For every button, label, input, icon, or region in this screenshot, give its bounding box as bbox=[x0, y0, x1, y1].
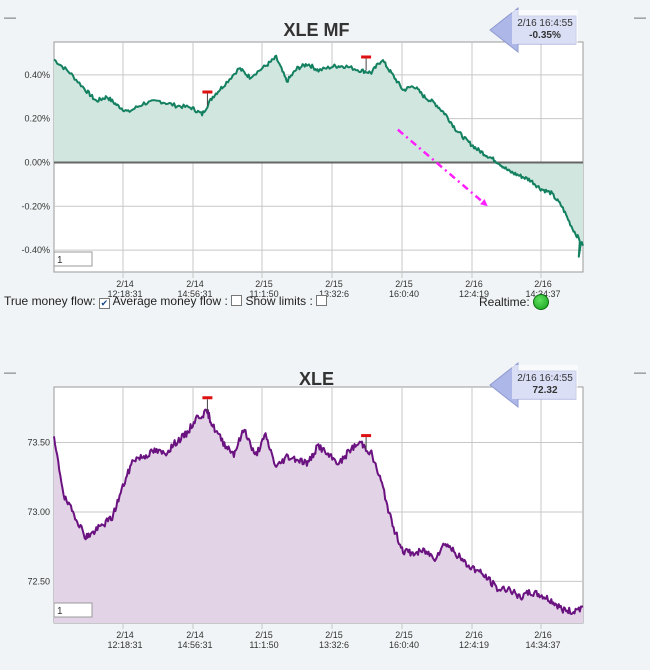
period-input[interactable]: 1 bbox=[53, 602, 93, 618]
chart-controls: True money flow: ✔ Average money flow : … bbox=[4, 294, 646, 310]
x-tick-date: 2/14 bbox=[116, 279, 134, 289]
show-limits-checkbox[interactable] bbox=[316, 295, 328, 306]
x-tick-date: 2/16 bbox=[534, 630, 552, 640]
true-money-flow-label: True money flow: bbox=[4, 294, 96, 308]
average-money-flow-label: Average money flow : bbox=[112, 294, 228, 308]
series-line bbox=[53, 54, 584, 258]
true-money-flow-checkbox[interactable]: ✔ bbox=[98, 298, 110, 309]
realtime-indicator: Realtime: bbox=[479, 294, 549, 310]
callout-backdrop bbox=[512, 365, 578, 399]
x-tick-time: 13:32:6 bbox=[319, 289, 349, 299]
x-tick-date: 2/15 bbox=[395, 630, 413, 640]
x-tick-time: 16:0:40 bbox=[389, 640, 419, 650]
price-chart-panel: — — XLE 73.50 73.00 72.50 2/14 12:18:31 2/14 14… bbox=[0, 355, 650, 665]
x-tick-date: 2/14 bbox=[186, 279, 204, 289]
period-input-box bbox=[53, 251, 93, 267]
x-tick-time: 16:0:40 bbox=[389, 289, 419, 299]
y-tick-label: -0.20% bbox=[21, 201, 50, 211]
x-tick-time: 14:56:31 bbox=[177, 289, 212, 299]
x-tick-date: 2/14 bbox=[186, 630, 204, 640]
x-tick-date: 2/16 bbox=[534, 279, 552, 289]
chart-title: XLE bbox=[299, 369, 334, 389]
x-tick-time: 12:18:31 bbox=[107, 640, 142, 650]
chart-title: XLE MF bbox=[284, 20, 350, 40]
x-tick-time: 12:18:31 bbox=[107, 289, 142, 299]
x-tick-time: 12:4:19 bbox=[459, 640, 489, 650]
series-area bbox=[54, 55, 583, 257]
money-flow-chart-panel: — — XLE MF 0.40% 0.20% 0.00% -0.20% -0.40% 2/1… bbox=[0, 0, 650, 310]
callout-value: 72.32 bbox=[532, 385, 557, 396]
x-tick-date: 2/15 bbox=[325, 279, 343, 289]
callout-time: 2/16 16:4:55 bbox=[517, 18, 573, 29]
price-chart: XLE73.5073.0072.502/1412:18:312/1414:56:… bbox=[27, 361, 584, 650]
period-input-value: 1 bbox=[57, 606, 63, 617]
y-tick-label: -0.40% bbox=[21, 245, 50, 255]
series-area bbox=[54, 409, 583, 623]
callout-time: 2/16 16:4:55 bbox=[517, 373, 573, 384]
show-limits-label: Show limits : bbox=[245, 294, 313, 308]
y-tick-label: 73.50 bbox=[27, 438, 50, 448]
minimize-left-icon[interactable]: — bbox=[4, 10, 16, 24]
callout-backdrop bbox=[512, 10, 578, 44]
trend-arrow bbox=[397, 128, 489, 208]
x-tick-date: 2/15 bbox=[255, 279, 273, 289]
x-tick-date: 2/15 bbox=[255, 630, 273, 640]
money-flow-chart: XLE MF0.40%0.20%0.00%-0.20%-0.40%2/1412:… bbox=[21, 6, 584, 299]
x-tick-date: 2/16 bbox=[465, 279, 483, 289]
callout-value: -0.35% bbox=[529, 30, 561, 41]
minimize-right-icon[interactable]: — bbox=[634, 365, 646, 379]
x-tick-time: 12:4:19 bbox=[459, 289, 489, 299]
trend-arrow-head bbox=[480, 198, 488, 207]
event-marker bbox=[361, 55, 372, 59]
event-marker bbox=[202, 396, 213, 400]
x-tick-time: 11:1:50 bbox=[249, 640, 278, 650]
average-money-flow-checkbox[interactable] bbox=[231, 295, 243, 306]
x-tick-date: 2/16 bbox=[465, 630, 483, 640]
period-input-value: 1 bbox=[57, 255, 63, 266]
minimize-left-icon[interactable]: — bbox=[4, 365, 16, 379]
y-tick-label: 0.20% bbox=[24, 114, 50, 124]
x-tick-time: 14:34:37 bbox=[525, 640, 560, 650]
series-line bbox=[53, 408, 584, 615]
realtime-label: Realtime: bbox=[479, 295, 530, 309]
event-marker bbox=[202, 90, 213, 94]
y-tick-label: 0.00% bbox=[24, 157, 50, 167]
x-tick-date: 2/14 bbox=[116, 630, 134, 640]
x-tick-time: 11:1:50 bbox=[249, 289, 278, 299]
period-input[interactable]: 1 bbox=[53, 251, 93, 267]
x-tick-time: 13:32:6 bbox=[319, 640, 349, 650]
event-marker bbox=[361, 434, 372, 438]
x-tick-date: 2/15 bbox=[325, 630, 343, 640]
realtime-status-icon[interactable] bbox=[532, 294, 549, 310]
y-tick-label: 0.40% bbox=[24, 70, 50, 80]
current-value-callout: 2/16 16:4:55-0.35% bbox=[489, 6, 578, 54]
y-tick-label: 73.00 bbox=[27, 507, 50, 517]
period-input-box bbox=[53, 602, 93, 618]
x-tick-time: 14:56:31 bbox=[177, 640, 212, 650]
minimize-right-icon[interactable]: — bbox=[634, 10, 646, 24]
x-tick-date: 2/15 bbox=[395, 279, 413, 289]
y-tick-label: 72.50 bbox=[27, 576, 50, 586]
